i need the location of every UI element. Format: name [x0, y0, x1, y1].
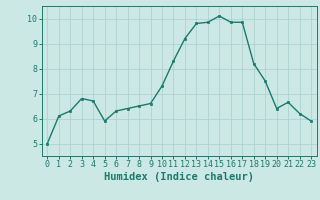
- X-axis label: Humidex (Indice chaleur): Humidex (Indice chaleur): [104, 172, 254, 182]
